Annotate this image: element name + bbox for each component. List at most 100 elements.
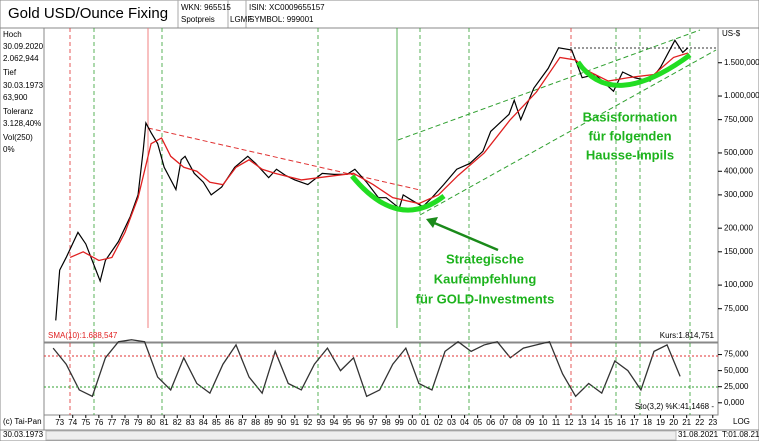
annotation: Strategische [446,251,524,266]
y-tick-label: 400,000 [724,166,753,175]
series-line [52,339,681,398]
y-tick-label: 25,000 [724,382,749,391]
x-tick-label: 77 [107,418,116,427]
x-tick-label: 23 [708,418,717,427]
x-tick-label: 07 [499,418,508,427]
x-tick-label: 99 [395,418,404,427]
info: 63,900 [3,93,28,102]
x-tick-label: 75 [81,418,90,427]
arc [575,52,692,88]
x-tick-label: 90 [277,418,286,427]
x-tick-label: 03 [447,418,456,427]
x-tick-label: 76 [94,418,103,427]
x-tick-label: 88 [251,418,260,427]
arrow-head [426,217,438,228]
trend-line [419,49,717,216]
y-tick-label: 75,000 [724,304,749,313]
y-tick-label: 100,000 [724,280,753,289]
trend-line [147,127,421,191]
x-tick-label: 85 [212,418,221,427]
x-tick-label: 02 [434,418,443,427]
trend-line [397,29,701,141]
isin: ISIN: XC0009655157 [249,3,325,12]
type: Spotpreis [181,15,215,24]
x-tick-label: 94 [330,418,339,427]
y-tick-label: 200,000 [724,223,753,232]
x-tick-label: 86 [225,418,234,427]
wkn: WKN: 965515 [181,3,231,12]
osc-panel [43,342,719,416]
arrow [431,220,499,252]
x-tick-label: 06 [486,418,495,427]
x-tick-label: 01 [421,418,430,427]
x-tick-label: 83 [186,418,195,427]
copyright: (c) Tai-Pan [3,417,42,426]
arc [350,174,446,213]
info: 2.062,944 [3,54,39,63]
annotation: Hausse-Impils [586,147,674,162]
y-tick-label: 1.000,000 [724,91,759,100]
y-tick-label: 75,000 [724,350,749,359]
info: 0% [3,145,15,154]
main-panel [43,27,719,343]
x-tick-label: 00 [408,418,417,427]
x-tick-label: 11 [552,418,561,427]
x-tick-label: 87 [238,418,247,427]
x-tick-label: 19 [656,418,665,427]
annotation: Kaufempfehlung [434,271,537,286]
x-tick-label: 18 [643,418,652,427]
osc-label: Sto(3,2) %K:41,1468 - [635,402,714,411]
start-date: 30.03.1973 [3,430,44,439]
x-tick-label: 73 [55,418,64,427]
y-tick-label: 0,000 [724,398,745,407]
x-tick-label: 89 [264,418,273,427]
x-tick-label: 09 [525,418,534,427]
x-tick-label: 91 [290,418,299,427]
x-tick-label: 15 [604,418,613,427]
x-tick-label: 97 [369,418,378,427]
x-tick-label: 16 [617,418,626,427]
y-tick-label: 750,000 [724,115,753,124]
y-tick-label: 500,000 [724,148,753,157]
info: 30.09.2020 [3,42,44,51]
info: Vol(250) [3,133,33,142]
x-tick-label: 10 [539,418,548,427]
price-label: Kurs:1.814,751 [660,331,715,340]
symbol: SYMBOL: 999001 [249,15,314,24]
annotation: Basisformation [583,109,678,124]
scrollbar[interactable] [45,430,677,441]
x-tick-label: 08 [512,418,521,427]
info: 3.128,40% [3,119,41,128]
x-tick-label: 74 [68,418,77,427]
x-tick-label: 93 [316,418,325,427]
x-tick-label: 79 [134,418,143,427]
info: Hoch [3,30,22,39]
x-tick-label: 81 [160,418,169,427]
x-tick-label: 82 [173,418,182,427]
x-tick-label: 80 [147,418,156,427]
series-line [69,52,689,262]
y-tick-label: 300,000 [724,190,753,199]
x-tick-label: 78 [121,418,130,427]
exchange: LGMF [230,15,252,24]
y-tick-label: 1.500,000 [724,58,759,67]
x-tick-label: 04 [460,418,469,427]
scale: LOG [733,417,750,426]
y-tick-label: 150,000 [724,247,753,256]
x-tick-label: 98 [382,418,391,427]
x-tick-label: 96 [356,418,365,427]
info: Toleranz [3,107,33,116]
x-tick-label: 20 [669,418,678,427]
x-tick-label: 12 [565,418,574,427]
title: Gold USD/Ounce Fixing [8,5,168,22]
y-axis-label: US-$ [722,29,741,38]
t-date: T:01.08.21 [722,430,759,439]
x-tick-label: 95 [343,418,352,427]
sma-label: SMA(10):1.688,547 [48,331,118,340]
annotation: für folgenden [588,128,671,143]
x-tick-label: 22 [695,418,704,427]
info: 30.03.1973 [3,81,44,90]
x-tick-label: 13 [578,418,587,427]
